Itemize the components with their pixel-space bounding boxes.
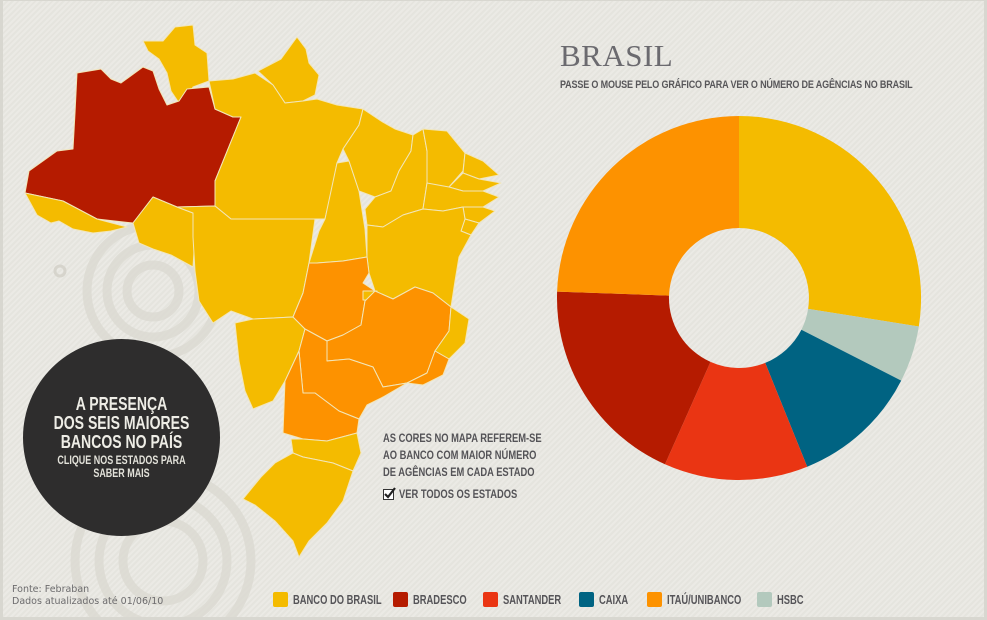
chart-title: BRASIL [560, 38, 674, 73]
slice-santander[interactable] [665, 361, 808, 480]
state-rio-grande-do-norte[interactable] [462, 152, 500, 180]
show-all-states-label: VER TODOS OS ESTADOS [399, 487, 518, 501]
swatch-hsbc [757, 592, 772, 607]
state-parana[interactable] [282, 350, 360, 442]
slice-bradesco[interactable] [556, 291, 711, 465]
swatch-caixa [579, 592, 594, 607]
show-all-states-toggle[interactable]: VER TODOS OS ESTADOS [383, 486, 551, 501]
slice-itau-unibanco[interactable] [557, 116, 739, 296]
badge-heading-line1: A PRESENÇA [75, 393, 168, 414]
update-date-line: Dados atualizados até 01/06/10 [12, 596, 164, 607]
badge-sub-line2: SABER MAIS [93, 467, 150, 480]
slice-caixa[interactable] [765, 329, 902, 467]
legend-item-itau-unibanco[interactable]: ITAÚ/UNIBANCO [647, 592, 742, 607]
swatch-itau-unibanco [647, 592, 662, 607]
legend-item-santander[interactable]: SANTANDER [483, 592, 562, 607]
state-rio-de-janeiro[interactable] [406, 350, 450, 386]
swatch-bradesco [393, 592, 408, 607]
legend-item-bradesco[interactable]: BRADESCO [393, 592, 467, 607]
state-acre[interactable] [24, 192, 128, 234]
legend-label: BRADESCO [413, 592, 467, 607]
legend-label: ITAÚ/UNIBANCO [667, 592, 742, 607]
state-roraima[interactable] [142, 24, 210, 104]
checkmark-icon [384, 486, 396, 499]
badge-sub-line1: CLIQUE NOS ESTADOS PARA [57, 454, 186, 467]
legend-label: BANCO DO BRASIL [293, 592, 382, 607]
source-note: Fonte: Febraban Dados atualizados até 01… [12, 584, 163, 608]
slice-hsbc[interactable] [801, 308, 919, 381]
brazil-map [24, 24, 502, 558]
state-rio-grande-do-sul[interactable] [242, 452, 354, 558]
infographic-frame: BRASIL PASSE O MOUSE PELO GRÁFICO PARA V… [3, 1, 984, 617]
badge-heading-line3: BANCOS NO PAÍS [60, 431, 183, 452]
swatch-santander [483, 592, 498, 607]
map-note: AS CORES NO MAPA REFEREM-SE AO BANCO COM… [383, 430, 542, 481]
legend-item-banco-do-brasil[interactable]: BANCO DO BRASIL [273, 592, 382, 607]
badge-heading-line2: DOS SEIS MAIORES [53, 412, 190, 433]
map-note-line1: AS CORES NO MAPA REFEREM-SE [383, 431, 542, 445]
legend-label: SANTANDER [503, 592, 562, 607]
legend-item-caixa[interactable]: CAIXA [579, 592, 629, 607]
map-note-line3: DE AGÊNCIAS EM CADA ESTADO [383, 465, 535, 479]
chart-subtitle: PASSE O MOUSE PELO GRÁFICO PARA VER O NÚ… [560, 79, 913, 91]
show-all-states-checkbox[interactable] [383, 486, 396, 500]
donut-chart [556, 116, 922, 480]
map-note-line2: AO BANCO COM MAIOR NÚMERO [383, 448, 537, 462]
legend-item-hsbc[interactable]: HSBC [757, 592, 804, 607]
source-line: Fonte: Febraban [12, 584, 90, 595]
legend-label: CAIXA [599, 592, 629, 607]
slice-banco-do-brasil[interactable] [739, 116, 922, 327]
legend-label: HSBC [777, 592, 804, 607]
intro-badge: A PRESENÇA DOS SEIS MAIORES BANCOS NO PA… [23, 339, 220, 536]
state-mato-grosso[interactable] [176, 205, 316, 324]
swatch-banco-do-brasil [273, 592, 288, 607]
legend: BANCO DO BRASIL BRADESCO SANTANDER CAIXA… [273, 592, 821, 607]
